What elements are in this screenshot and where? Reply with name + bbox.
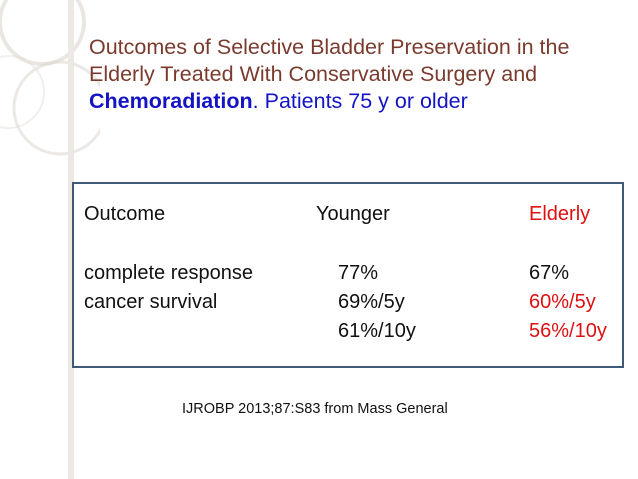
decorative-circles	[0, 0, 100, 156]
slide-title: Outcomes of Selective Bladder Preservati…	[89, 34, 624, 115]
row-outcome: cancer survival	[84, 291, 218, 313]
title-part2: . Patients 75 y or older	[252, 89, 468, 113]
row-outcome: complete response	[84, 262, 253, 284]
row-younger: 61%/10y	[338, 320, 416, 342]
header-younger: Younger	[316, 203, 390, 225]
header-outcome: Outcome	[84, 203, 166, 225]
title-emphasis: Chemoradiation	[89, 89, 253, 113]
decorative-bar	[68, 0, 74, 479]
row-younger: 69%/5y	[338, 291, 405, 313]
citation: IJROBP 2013;87:S83 from Mass General	[182, 401, 448, 417]
header-elderly: Elderly	[529, 203, 591, 225]
row-elderly: 60%/5y	[529, 291, 596, 313]
row-elderly: 67%	[529, 262, 570, 284]
title-part1: Outcomes of Selective Bladder Preservati…	[89, 35, 570, 86]
row-elderly: 56%/10y	[529, 320, 607, 342]
row-younger: 77%	[338, 262, 379, 284]
outcome-table: Outcome Younger Elderly complete respons…	[72, 182, 624, 368]
